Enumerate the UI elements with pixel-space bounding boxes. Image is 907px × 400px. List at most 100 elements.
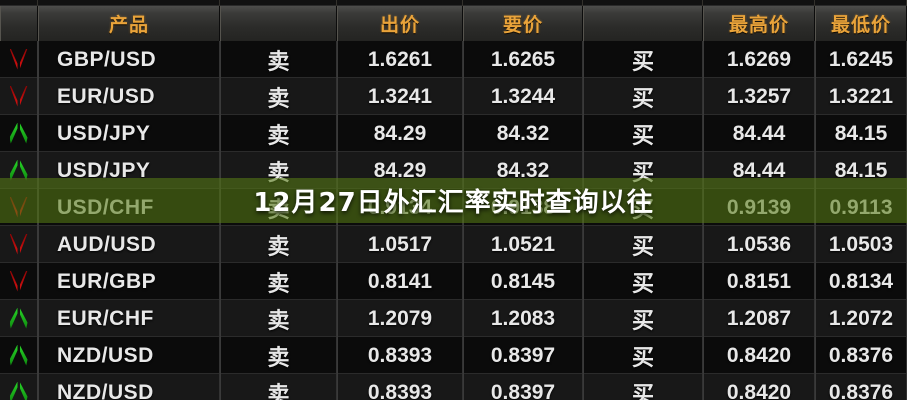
cell-side_buy: 买 xyxy=(583,300,703,337)
trend-up-arrow-icon xyxy=(0,115,38,152)
trend-down-arrow-icon xyxy=(0,226,38,263)
cell-bid: 1.0517 xyxy=(337,226,463,263)
table-row[interactable]: NZD/USD 卖 0.8393 0.8397 买 0.8420 0.8376 xyxy=(0,337,907,374)
column-header-low[interactable]: 最低价 xyxy=(815,6,907,41)
column-header-high[interactable]: 最高价 xyxy=(703,6,815,41)
cell-low: 0.8376 xyxy=(815,337,907,374)
cell-side_sell: 卖 xyxy=(220,263,337,300)
cell-low: 0.8376 xyxy=(815,374,907,400)
table-row[interactable]: EUR/USD 卖 1.3241 1.3244 买 1.3257 1.3221 xyxy=(0,78,907,115)
cell-ask: 0.8397 xyxy=(463,374,583,400)
cell-bid: 0.9134 xyxy=(337,189,463,226)
cell-high: 0.8420 xyxy=(703,337,815,374)
cell-side_buy: 买 xyxy=(583,115,703,152)
cell-high: 1.2087 xyxy=(703,300,815,337)
cell-side_buy: 买 xyxy=(583,374,703,400)
cell-ask: 0.8145 xyxy=(463,263,583,300)
column-header-side_sell[interactable] xyxy=(220,6,337,41)
chevron-down-icon xyxy=(9,49,29,71)
trend-up-arrow-icon xyxy=(0,300,38,337)
cell-ask: 84.32 xyxy=(463,115,583,152)
cell-pair: NZD/USD xyxy=(38,337,220,374)
cell-side_sell: 卖 xyxy=(220,337,337,374)
table-row[interactable]: AUD/USD 卖 1.0517 1.0521 买 1.0536 1.0503 xyxy=(0,226,907,263)
cell-low: 0.9113 xyxy=(815,189,907,226)
cell-high: 1.0536 xyxy=(703,226,815,263)
trend-down-arrow-icon xyxy=(0,189,38,226)
cell-side_sell: 卖 xyxy=(220,152,337,189)
cell-bid: 0.8141 xyxy=(337,263,463,300)
cell-bid: 0.8393 xyxy=(337,374,463,400)
cell-low: 1.2072 xyxy=(815,300,907,337)
trend-down-arrow-icon xyxy=(0,263,38,300)
cell-side_buy: 买 xyxy=(583,189,703,226)
column-header-side_buy[interactable] xyxy=(583,6,703,41)
table-row[interactable]: USD/JPY 卖 84.29 84.32 买 84.44 84.15 xyxy=(0,115,907,152)
cell-high: 0.9139 xyxy=(703,189,815,226)
chevron-down-icon xyxy=(9,234,29,256)
cell-high: 0.8151 xyxy=(703,263,815,300)
cell-high: 84.44 xyxy=(703,152,815,189)
cell-ask: 0.8397 xyxy=(463,337,583,374)
cell-side_sell: 卖 xyxy=(220,226,337,263)
cell-high: 0.8420 xyxy=(703,374,815,400)
cell-low: 84.15 xyxy=(815,115,907,152)
cell-pair: GBP/USD xyxy=(38,41,220,78)
trend-up-arrow-icon xyxy=(0,152,38,189)
table-row[interactable]: NZD/USD 卖 0.8393 0.8397 买 0.8420 0.8376 xyxy=(0,374,907,400)
cell-ask: 1.6265 xyxy=(463,41,583,78)
cell-ask: 0.9138 xyxy=(463,189,583,226)
cell-side_sell: 卖 xyxy=(220,300,337,337)
trend-down-arrow-icon xyxy=(0,41,38,78)
cell-side_buy: 买 xyxy=(583,152,703,189)
cell-side_buy: 买 xyxy=(583,41,703,78)
chevron-up-icon xyxy=(9,382,29,400)
cell-low: 0.8134 xyxy=(815,263,907,300)
table-row[interactable]: GBP/USD 卖 1.6261 1.6265 买 1.6269 1.6245 xyxy=(0,41,907,78)
table-row[interactable]: USD/CHF 卖 0.9134 0.9138 买 0.9139 0.9113 xyxy=(0,189,907,226)
chevron-down-icon xyxy=(9,197,29,219)
cell-ask: 1.3244 xyxy=(463,78,583,115)
chevron-up-icon xyxy=(9,345,29,367)
cell-side_buy: 买 xyxy=(583,263,703,300)
chevron-down-icon xyxy=(9,86,29,108)
cell-low: 1.0503 xyxy=(815,226,907,263)
chevron-up-icon xyxy=(9,160,29,182)
cell-pair: USD/JPY xyxy=(38,152,220,189)
cell-low: 1.6245 xyxy=(815,41,907,78)
chevron-down-icon xyxy=(9,271,29,293)
cell-high: 1.6269 xyxy=(703,41,815,78)
cell-pair: EUR/USD xyxy=(38,78,220,115)
cell-pair: NZD/USD xyxy=(38,374,220,400)
chevron-up-icon xyxy=(9,308,29,330)
table-row[interactable]: USD/JPY 卖 84.29 84.32 买 84.44 84.15 xyxy=(0,152,907,189)
cell-bid: 84.29 xyxy=(337,152,463,189)
cell-pair: USD/JPY xyxy=(38,115,220,152)
table-row[interactable]: EUR/CHF 卖 1.2079 1.2083 买 1.2087 1.2072 xyxy=(0,300,907,337)
cell-side_buy: 买 xyxy=(583,226,703,263)
cell-bid: 84.29 xyxy=(337,115,463,152)
trend-up-arrow-icon xyxy=(0,337,38,374)
cell-ask: 1.2083 xyxy=(463,300,583,337)
column-header-bid[interactable]: 出价 xyxy=(337,6,463,41)
table-row[interactable]: EUR/GBP 卖 0.8141 0.8145 买 0.8151 0.8134 xyxy=(0,263,907,300)
cell-side_sell: 卖 xyxy=(220,78,337,115)
cell-side_sell: 卖 xyxy=(220,189,337,226)
column-header-arrow[interactable] xyxy=(0,6,38,41)
table-header-row: 产品 出价 要价 最高价 最低价 xyxy=(0,6,907,41)
cell-side_sell: 卖 xyxy=(220,41,337,78)
cell-high: 84.44 xyxy=(703,115,815,152)
column-header-ask[interactable]: 要价 xyxy=(463,6,583,41)
cell-bid: 0.8393 xyxy=(337,337,463,374)
cell-side_buy: 买 xyxy=(583,337,703,374)
cell-ask: 1.0521 xyxy=(463,226,583,263)
cell-side_sell: 卖 xyxy=(220,115,337,152)
trend-down-arrow-icon xyxy=(0,78,38,115)
cell-side_sell: 卖 xyxy=(220,374,337,400)
cell-bid: 1.2079 xyxy=(337,300,463,337)
cell-pair: EUR/GBP xyxy=(38,263,220,300)
cell-high: 1.3257 xyxy=(703,78,815,115)
cell-pair: AUD/USD xyxy=(38,226,220,263)
column-header-pair[interactable]: 产品 xyxy=(38,6,220,41)
